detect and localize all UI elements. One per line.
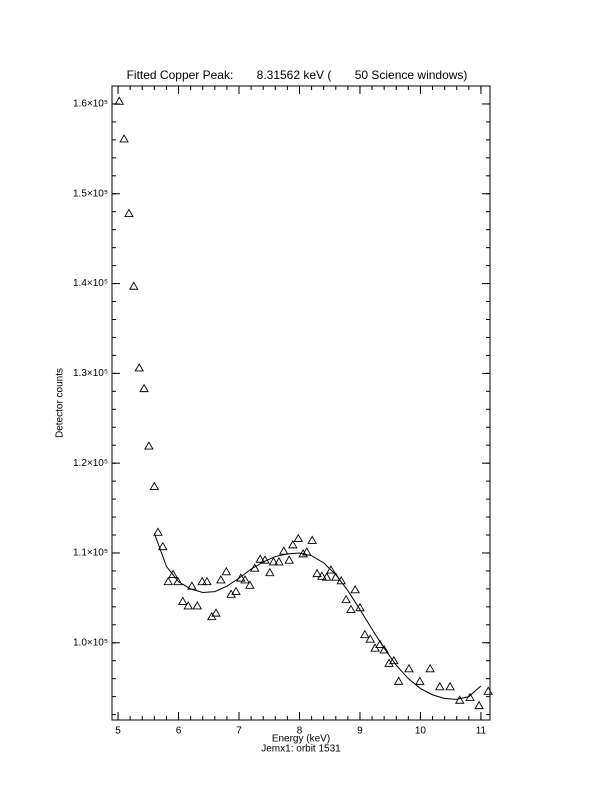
data-point [365,634,376,643]
data-point [124,208,134,217]
data-point [197,576,207,586]
x-axis-label: Energy (keV) [272,734,330,745]
subtitle: Jemx1: orbit 1531 [261,744,341,755]
data-point [346,604,356,613]
data-point [350,584,360,594]
data-point [216,575,226,584]
data-point [163,576,174,586]
data-point [202,576,212,586]
y-tick-label: 1.4×10⁵ [73,278,108,289]
data-point [119,134,129,143]
data-point [404,663,414,673]
data-point [483,686,493,695]
data-point [177,596,188,605]
data-point [326,565,336,574]
data-point [226,589,236,598]
data-point [312,568,322,578]
data-point [173,576,183,586]
data-point [255,554,265,563]
data-point [153,527,163,536]
data-point [268,557,279,566]
data-point [415,676,425,685]
x-tick-label: 10 [415,726,427,737]
data-point [393,676,404,685]
data-point [288,539,298,549]
data-point [360,629,370,639]
data-point [379,645,389,654]
data-point [260,555,270,564]
data-point [474,700,484,710]
data-point [149,481,160,490]
x-tick-label: 11 [476,726,487,737]
data-point [454,695,465,704]
data-point [139,383,149,393]
data-point [221,566,232,576]
x-tick-label: 7 [236,726,242,737]
y-tick-label: 1.3×10⁵ [73,368,108,379]
data-point [128,281,139,290]
data-point [245,580,255,589]
data-point [341,594,351,604]
data-point [284,555,294,564]
data-point [134,363,144,372]
fit-line [153,533,482,700]
data-point [425,663,435,673]
data-point [293,533,304,543]
data-point [192,601,203,610]
y-tick-label: 1.6×10⁵ [73,99,108,110]
data-point [158,541,168,551]
y-tick-label: 1.0×10⁵ [73,637,108,648]
data-point [231,586,241,596]
data-point [317,571,327,580]
y-tick-label: 1.5×10⁵ [73,188,108,199]
data-point [389,655,399,665]
y-axis-label: Detector counts [55,368,66,438]
data-point [384,658,394,667]
data-point [274,557,284,566]
data-point [114,96,125,105]
data-point [336,575,346,585]
data-point [183,601,193,610]
data-point [445,681,455,691]
data-point [435,681,445,691]
data-point [321,572,332,581]
data-point [168,569,178,578]
data-point [307,535,317,544]
y-tick-label: 1.2×10⁵ [73,458,108,469]
x-tick-label: 5 [115,726,121,737]
x-tick-label: 6 [176,726,182,737]
data-point [265,567,275,577]
data-point [236,573,246,582]
data-point [240,575,250,584]
data-point [211,608,221,617]
y-tick-label: 1.1×10⁵ [73,548,108,559]
x-tick-label: 9 [357,726,363,737]
x-tick-label: 8 [297,726,303,737]
chart-title: Fitted Copper Peak: 8.31562 keV ( 50 Sci… [127,68,468,82]
plot-frame [111,85,491,721]
data-point [144,441,154,450]
